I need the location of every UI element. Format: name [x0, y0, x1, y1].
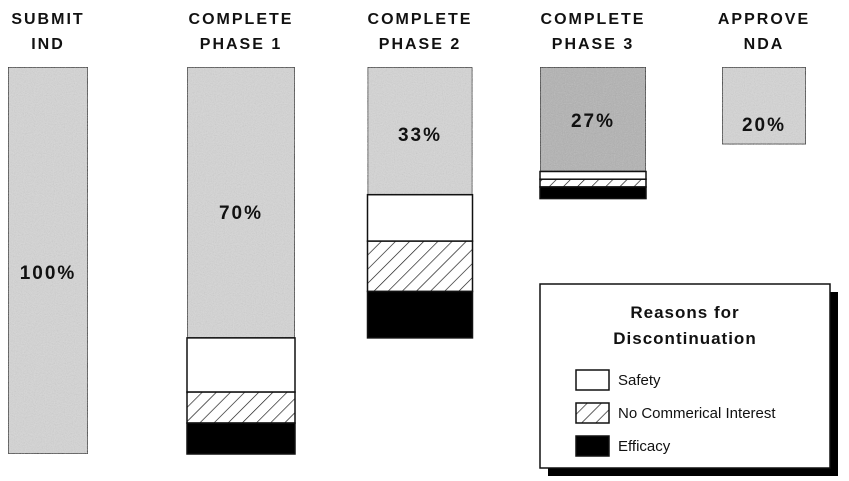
bar-segment-efficacy — [539, 186, 647, 200]
bar-continuing — [539, 66, 647, 173]
category-label-line1: SUBMIT — [11, 11, 84, 28]
category-label-line1: APPROVE — [718, 11, 810, 28]
bar-continuing — [721, 66, 807, 146]
legend: Reasons for Discontinuation Safety No Com… — [539, 283, 838, 476]
bar-continuing — [366, 66, 474, 196]
category-label-line1: COMPLETE — [368, 11, 473, 28]
value-label: 20% — [742, 115, 786, 136]
bar-segment-safety — [539, 170, 647, 180]
legend-swatch-no-commercial-interest — [575, 402, 610, 424]
value-label: 100% — [20, 263, 77, 284]
legend-title-line2: Discontinuation — [613, 329, 756, 348]
bar-segment-no-commercial-interest — [366, 240, 474, 293]
value-label: 70% — [219, 203, 263, 224]
bar-continuing — [7, 66, 89, 455]
category-label-line2: PHASE 1 — [200, 36, 282, 53]
legend-label-no-commercial-interest: No Commerical Interest — [618, 405, 776, 422]
category-label-line2: IND — [31, 36, 65, 53]
bar-segment-safety — [366, 193, 474, 242]
legend-swatch-efficacy — [575, 435, 610, 457]
category-label-line1: COMPLETE — [541, 11, 646, 28]
value-label: 27% — [571, 111, 615, 132]
legend-label-efficacy: Efficacy — [618, 438, 671, 455]
category-label-line2: NDA — [744, 36, 785, 53]
legend-title-line1: Reasons for — [630, 303, 739, 322]
bar-segment-safety — [186, 337, 296, 393]
bar-segment-no-commercial-interest — [186, 391, 296, 424]
category-label-line1: COMPLETE — [189, 11, 294, 28]
legend-label-safety: Safety — [618, 372, 661, 389]
category-label-line2: PHASE 3 — [552, 36, 634, 53]
legend-swatch-safety — [575, 369, 610, 391]
bar-segment-efficacy — [186, 422, 296, 455]
value-label: 33% — [398, 125, 442, 146]
category-label-line2: PHASE 2 — [379, 36, 461, 53]
bar-segment-no-commercial-interest — [539, 178, 647, 188]
bar-segment-efficacy — [366, 290, 474, 339]
bar-continuing — [186, 66, 296, 339]
